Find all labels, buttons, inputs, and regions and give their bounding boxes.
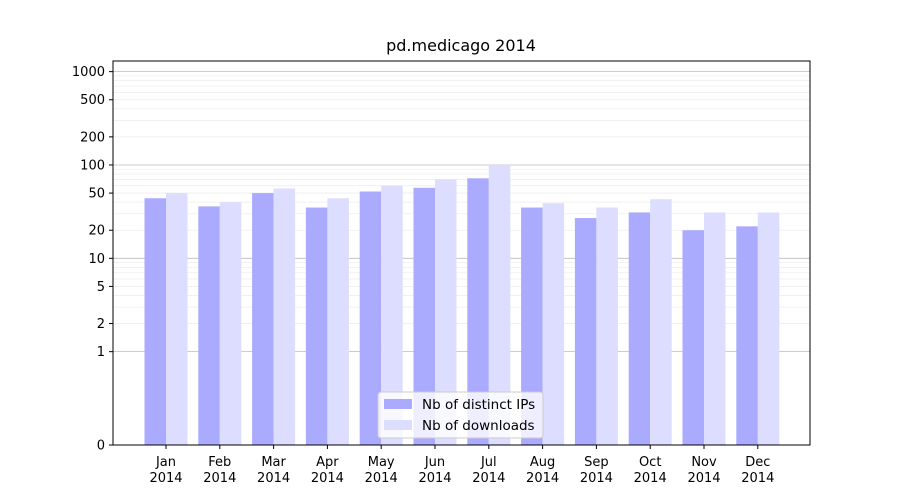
bar-distinct-ips	[736, 226, 758, 445]
legend-swatch	[384, 399, 412, 409]
y-tick-label: 2	[97, 317, 105, 332]
y-tick-label: 1000	[72, 65, 105, 80]
x-tick-label: Jan 2014	[149, 455, 182, 486]
x-tick-label: Jul 2014	[472, 455, 505, 486]
bar-downloads	[596, 207, 618, 445]
bar-distinct-ips	[682, 230, 704, 445]
y-tick-label: 10	[88, 252, 105, 267]
legend-swatch	[384, 420, 412, 430]
x-tick-label: Jun 2014	[418, 455, 451, 486]
x-tick-label: Mar 2014	[257, 455, 290, 486]
bar-downloads	[650, 199, 672, 445]
bar-distinct-ips	[413, 187, 435, 445]
bar-distinct-ips	[628, 212, 651, 445]
plot-frame	[112, 60, 811, 446]
y-axis: 0 1 2 5 10 20 50 100 200 500 1000	[72, 65, 113, 454]
x-tick-label: Nov 2014	[687, 455, 720, 486]
bar-downloads	[327, 198, 349, 445]
x-tick-label: May 2014	[365, 455, 398, 486]
x-tick-label: Aug 2014	[526, 455, 559, 486]
bars-layer	[144, 164, 780, 446]
y-tick-label: 0	[97, 439, 105, 454]
y-tick-label: 50	[88, 187, 105, 202]
legend: Nb of distinct IPs Nb of downloads	[377, 391, 544, 439]
y-tick-label: 200	[80, 130, 105, 145]
x-tick-label: Dec 2014	[741, 455, 774, 486]
x-tick-label: Apr 2014	[311, 455, 344, 486]
y-tick-label: 1	[97, 345, 105, 360]
bar-downloads	[488, 164, 511, 446]
chart-title: pd.medicago 2014	[386, 36, 536, 55]
legend-label: Nb of downloads	[422, 418, 535, 434]
bar-downloads	[704, 212, 726, 445]
legend-box	[377, 391, 544, 439]
bar-downloads	[381, 185, 403, 445]
bar-distinct-ips	[198, 206, 220, 445]
bar-distinct-ips	[305, 207, 328, 445]
bar-distinct-ips	[521, 207, 543, 445]
x-tick-label: Oct 2014	[634, 455, 667, 486]
y-tick-label: 5	[97, 280, 105, 295]
bar-downloads	[757, 212, 780, 445]
x-axis: Jan 2014 Feb 2014 Mar 2014 Apr 2014 May 2014 Jun 20…	[149, 445, 774, 486]
y-tick-label: 100	[80, 158, 105, 173]
y-tick-label: 500	[80, 93, 105, 108]
bar-distinct-ips	[252, 193, 274, 445]
bar-downloads	[273, 188, 296, 445]
bar-downloads	[166, 193, 188, 445]
bar-downloads	[435, 179, 457, 445]
y-tick-label: 20	[88, 224, 105, 239]
bar-downloads	[219, 202, 242, 445]
bar-distinct-ips	[467, 178, 489, 445]
bar-distinct-ips	[574, 218, 597, 445]
bar-distinct-ips	[359, 191, 382, 445]
x-tick-label: Sep 2014	[580, 455, 613, 486]
legend-label: Nb of distinct IPs	[422, 397, 535, 413]
x-tick-label: Feb 2014	[203, 455, 236, 486]
bar-distinct-ips	[144, 198, 166, 445]
bar-downloads	[542, 203, 565, 445]
